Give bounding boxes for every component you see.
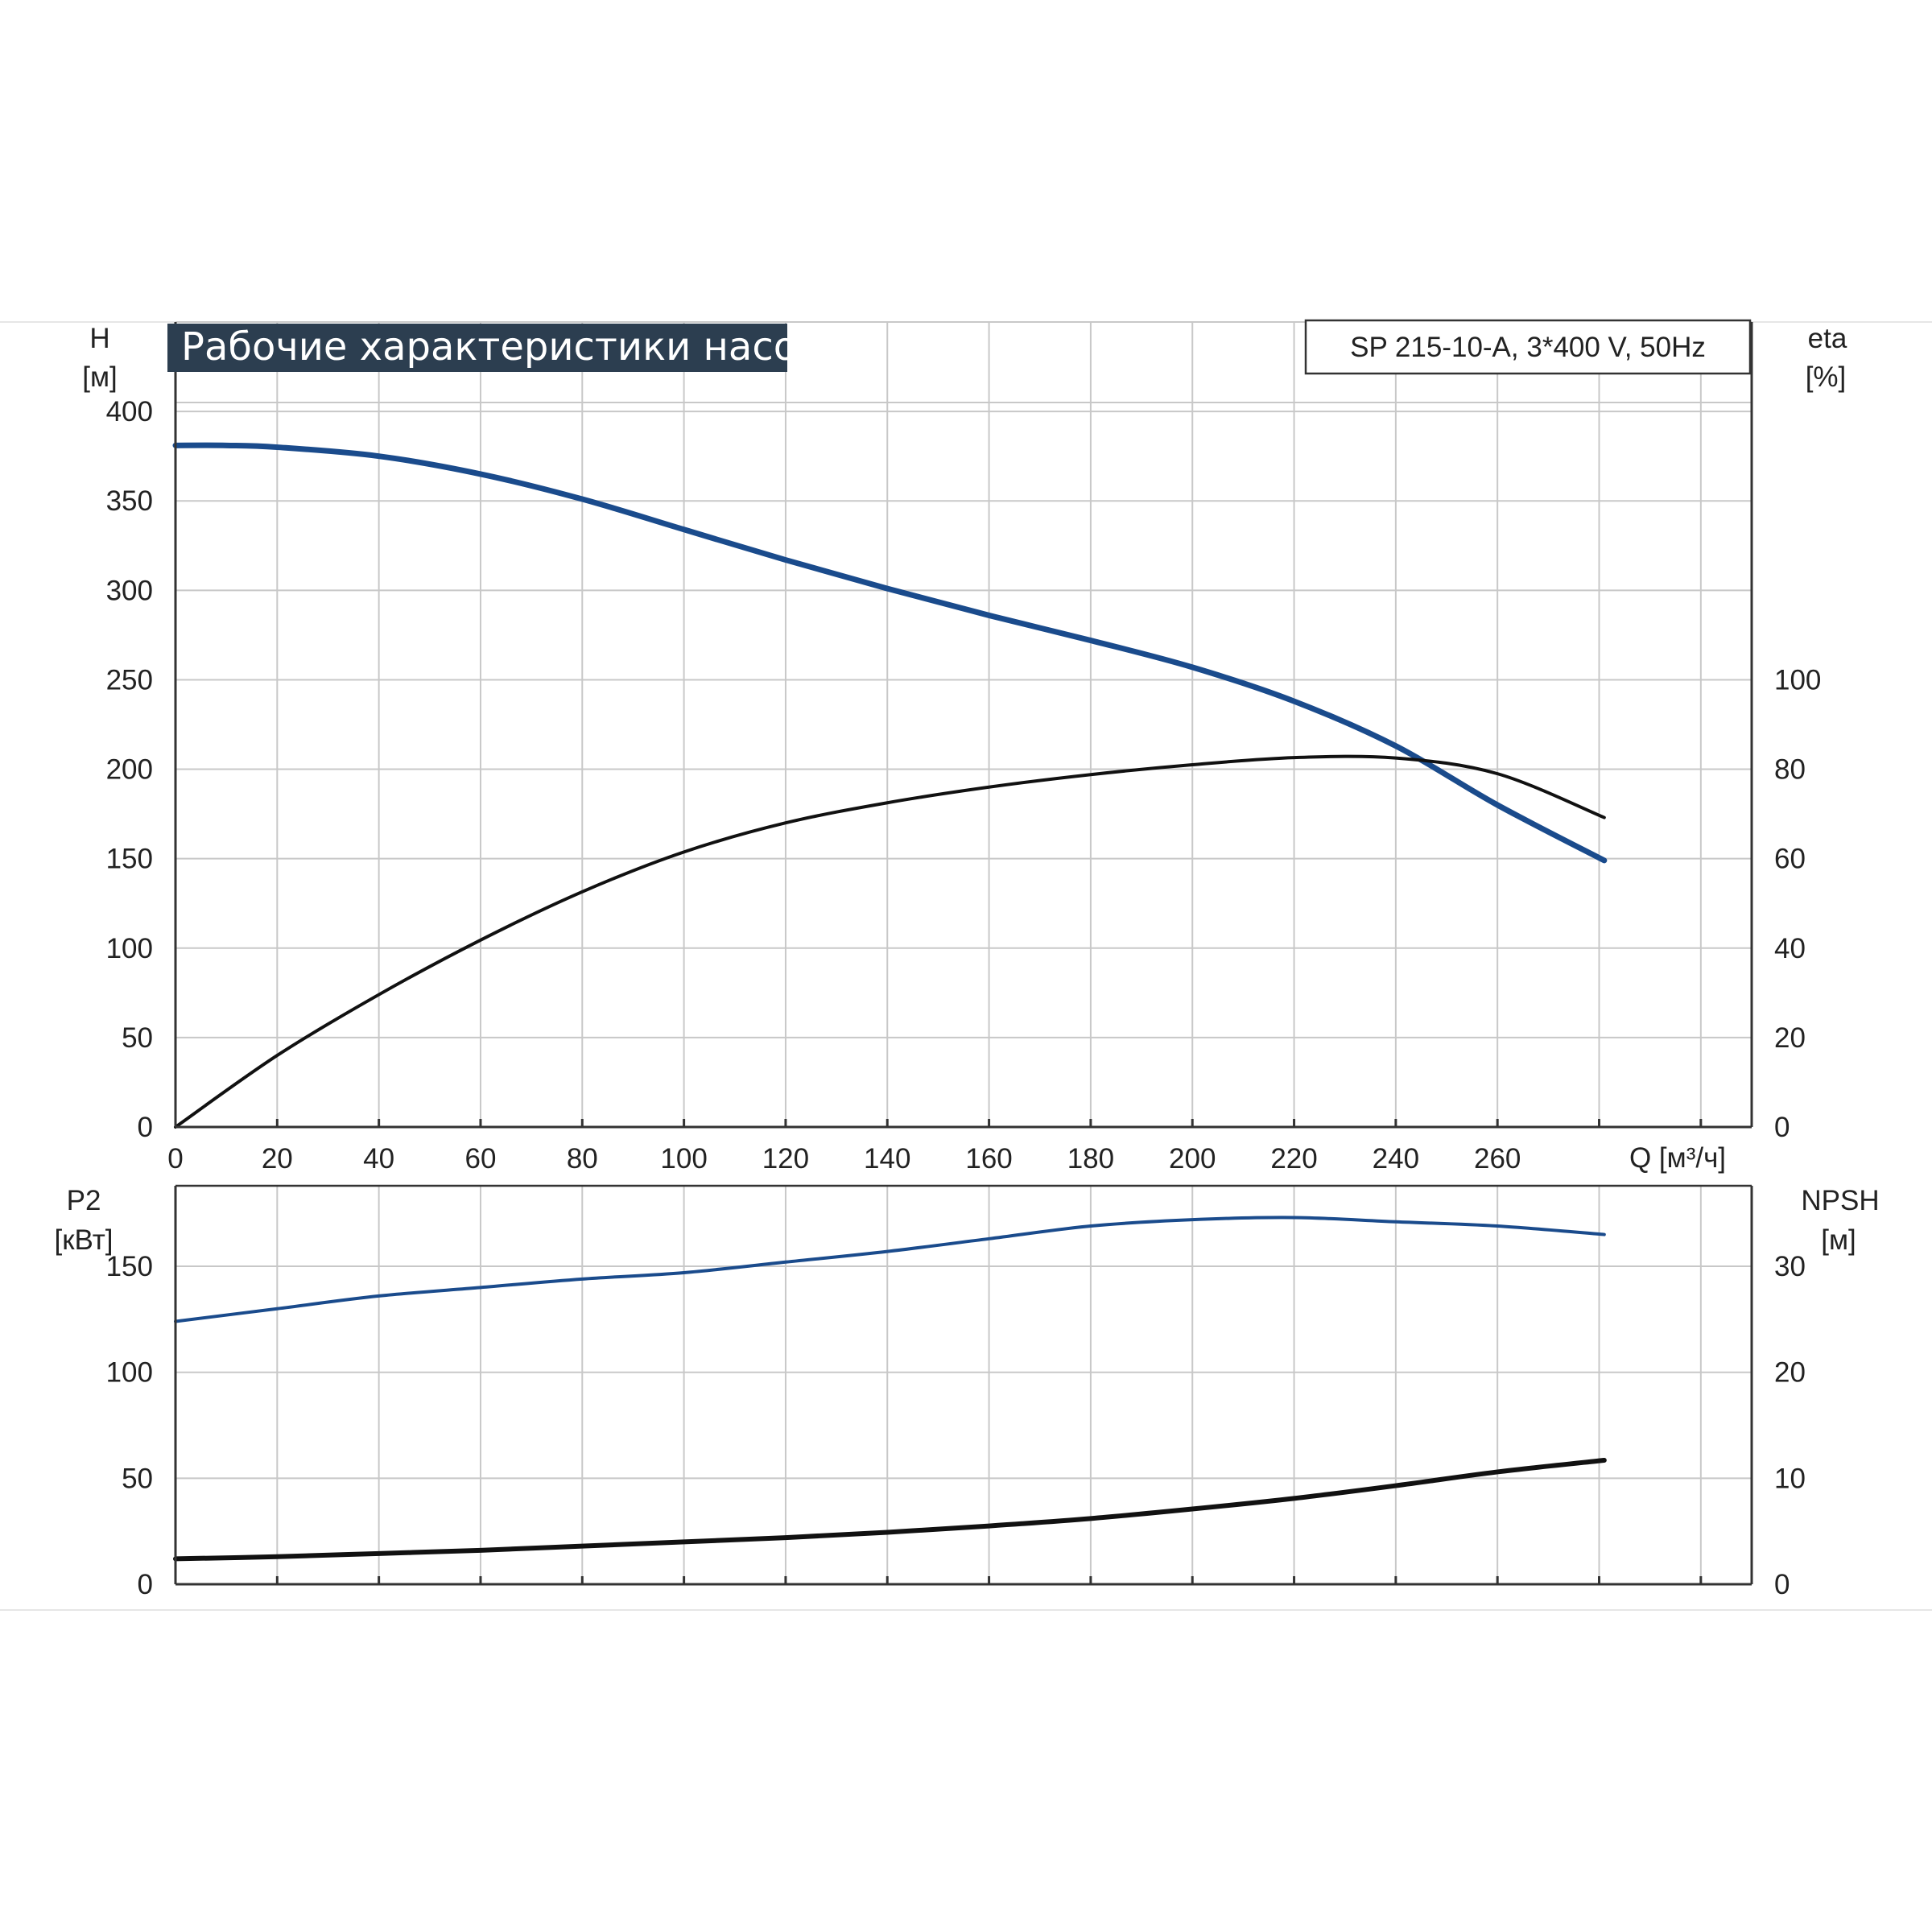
curve-p2 [174, 1216, 1606, 1323]
x-tick-label: 100 [660, 1143, 707, 1174]
y-tick-label: 100 [106, 1357, 153, 1389]
x-tick-label: 40 [363, 1143, 394, 1174]
x-tick-label: 260 [1474, 1143, 1521, 1174]
x-tick-label: 180 [1067, 1143, 1114, 1174]
p2-axis-unit: [кВт] [55, 1224, 114, 1256]
x-tick-label: 220 [1270, 1143, 1317, 1174]
h-axis-unit: [м] [82, 361, 118, 393]
curve-eta [174, 754, 1606, 1129]
y2-tick-label: 0 [1774, 1112, 1790, 1143]
y2-tick-label: 0 [1774, 1569, 1790, 1600]
curve-h [172, 442, 1608, 864]
x-tick-label: 140 [864, 1143, 910, 1174]
y2-tick-label: 30 [1774, 1251, 1806, 1282]
y-tick-label: 100 [106, 933, 153, 964]
h-axis-name: H [89, 323, 109, 354]
title-box [167, 324, 787, 372]
x-tick-label: 240 [1373, 1143, 1419, 1174]
x-tick-label: 0 [167, 1143, 183, 1174]
model-box [1304, 319, 1752, 375]
x-tick-label: 60 [464, 1143, 496, 1174]
y-tick-label: 200 [106, 754, 153, 786]
y2-tick-label: 20 [1774, 1022, 1806, 1054]
x-tick-label: 200 [1169, 1143, 1216, 1174]
y2-tick-label: 100 [1774, 664, 1821, 696]
npsh-axis-unit: [м] [1821, 1224, 1856, 1256]
curve-npsh [173, 1457, 1607, 1562]
x-tick-label: 80 [567, 1143, 598, 1174]
eta-axis-name: eta [1808, 323, 1847, 354]
p2-axis-name: P2 [67, 1185, 101, 1216]
y-tick-label: 50 [122, 1022, 153, 1054]
y2-tick-label: 10 [1774, 1463, 1806, 1494]
y2-tick-label: 20 [1774, 1357, 1806, 1389]
y-tick-label: 0 [138, 1569, 153, 1600]
y2-tick-label: 80 [1774, 754, 1806, 786]
x-tick-label: 160 [965, 1143, 1012, 1174]
x-tick-label: 120 [762, 1143, 809, 1174]
q-axis-unit: Q [м³/ч] [1629, 1142, 1726, 1174]
y-tick-label: 300 [106, 575, 153, 606]
y-tick-label: 150 [106, 1251, 153, 1282]
pump-model-label: SP 215-10-A, 3*400 V, 50Hz [1350, 332, 1706, 363]
y-tick-label: 0 [138, 1112, 153, 1143]
y-tick-label: 50 [122, 1463, 153, 1494]
y-tick-label: 350 [106, 485, 153, 517]
y2-tick-label: 60 [1774, 844, 1806, 875]
npsh-axis-name: NPSH [1801, 1185, 1879, 1216]
y2-tick-label: 40 [1774, 933, 1806, 964]
chart-title: Рабочие характеристики насоса [181, 324, 842, 369]
y-tick-label: 150 [106, 844, 153, 875]
y-tick-label: 250 [106, 664, 153, 696]
y-tick-label: 400 [106, 396, 153, 427]
x-tick-label: 20 [262, 1143, 293, 1174]
eta-axis-unit: [%] [1806, 361, 1847, 393]
